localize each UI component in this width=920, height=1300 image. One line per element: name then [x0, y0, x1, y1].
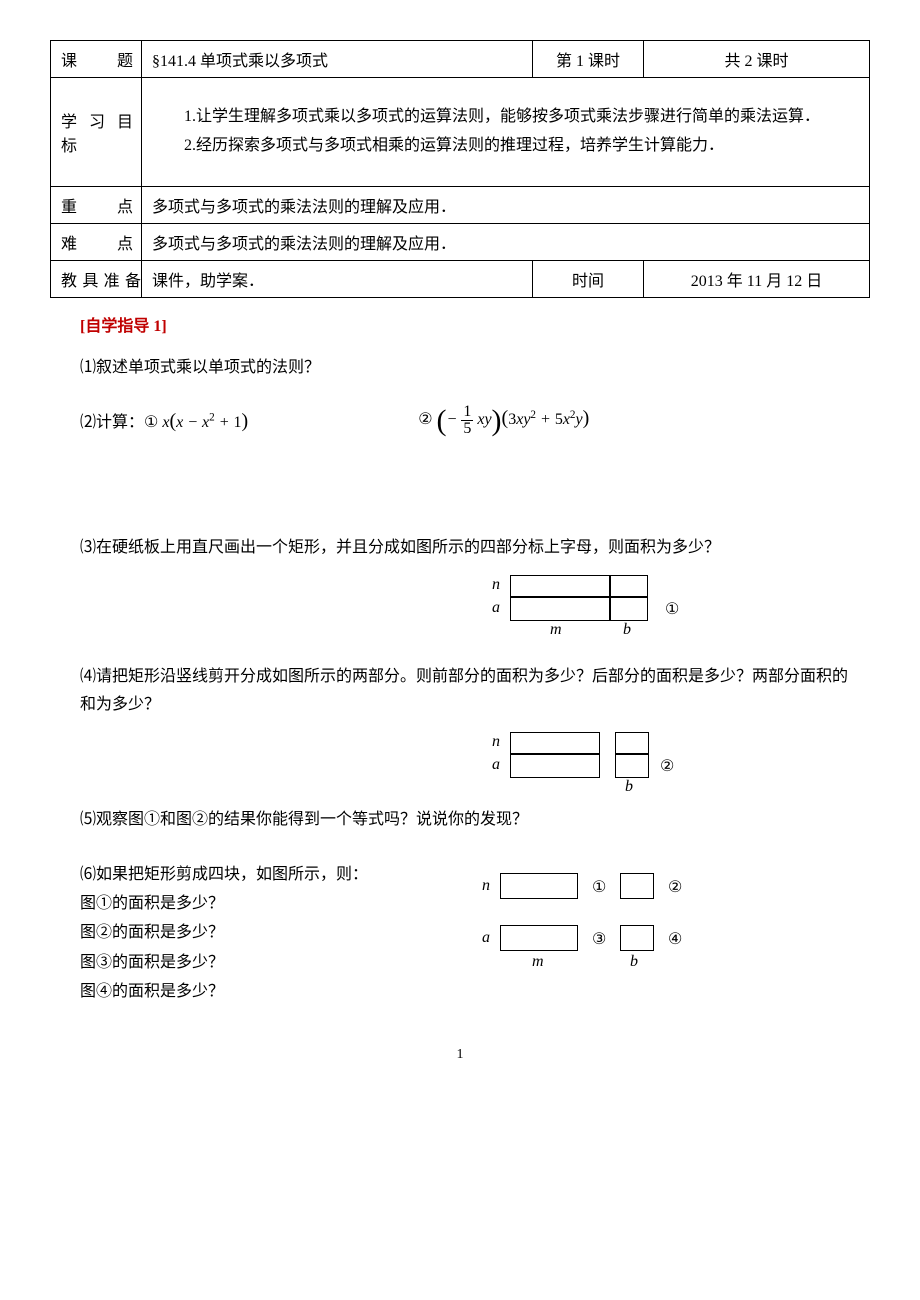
cell-topic-label: 课题: [51, 41, 142, 78]
question-5: ⑸观察图①和图②的结果你能得到一个等式吗？说说你的发现？: [80, 806, 850, 833]
diagram-2-wrap: n a b ②: [510, 732, 850, 778]
q2-label: ⑵计算：: [80, 414, 144, 431]
d3-label-a: a: [482, 929, 490, 947]
d2-circ-2: ②: [660, 756, 674, 776]
diagram-1-wrap: n a m b ①: [510, 575, 850, 621]
cell-period: 第 1 课时: [533, 41, 644, 78]
question-6-head: ⑹如果把矩形剪成四块，如图所示，则：: [80, 861, 440, 888]
cell-time-label: 时间: [533, 261, 644, 298]
question-4: ⑷请把矩形沿竖线剪开分成如图所示的两部分。则前部分的面积为多少？后部分的面积是多…: [80, 663, 850, 717]
d2-label-n: n: [492, 733, 500, 751]
question-6-l2: 图②的面积是多少？: [80, 919, 440, 946]
section-title: [自学指导 1]: [80, 312, 870, 336]
question-6-l4: 图④的面积是多少？: [80, 978, 440, 1005]
cell-time-value: 2013 年 11 月 12 日: [644, 261, 870, 298]
content-body: ⑴叙述单项式乘以单项式的法则？ ⑵计算：① x(x − x2 + 1) ② (−…: [80, 354, 850, 1007]
cell-difficulty-label: 难点: [51, 224, 142, 261]
diagram-3: n a m b ① ② ③ ④: [500, 873, 730, 973]
d3-circ-3: ③: [592, 929, 606, 949]
question-6-l3: 图③的面积是多少？: [80, 949, 440, 976]
q2-num2: ②: [418, 406, 432, 433]
d3-label-b: b: [630, 953, 638, 971]
q2-num1: ①: [144, 409, 158, 436]
cell-materials-label: 教具准备: [51, 261, 142, 298]
d3-label-n: n: [482, 877, 490, 895]
cell-keypoint-text: 多项式与多项式的乘法法则的理解及应用．: [142, 187, 870, 224]
d2-label-a: a: [492, 756, 500, 774]
d3-circ-1: ①: [592, 877, 606, 897]
cell-objective-text: 1.让学生理解多项式乘以多项式的运算法则，能够按多项式乘法步骤进行简单的乘法运算…: [142, 78, 870, 187]
cell-objective-label: 学习目标: [51, 78, 142, 187]
cell-topic-title: §141.4 单项式乘以多项式: [142, 41, 533, 78]
d3-label-m: m: [532, 953, 544, 971]
question-2: ⑵计算：① x(x − x2 + 1) ② (− 15 xy)(3xy2 + 5…: [80, 395, 850, 446]
question-3: ⑶在硬纸板上用直尺画出一个矩形，并且分成如图所示的四部分标上字母，则面积为多少？: [80, 534, 850, 561]
d1-circ-1: ①: [665, 599, 679, 619]
lesson-header-table: 课题 §141.4 单项式乘以多项式 第 1 课时 共 2 课时 学习目标 1.…: [50, 40, 870, 298]
question-1: ⑴叙述单项式乘以单项式的法则？: [80, 354, 850, 381]
question-6-row: ⑹如果把矩形剪成四块，如图所示，则： 图①的面积是多少？ 图②的面积是多少？ 图…: [80, 847, 850, 1007]
cell-keypoint-label: 重点: [51, 187, 142, 224]
cell-total: 共 2 课时: [644, 41, 870, 78]
question-6-l1: 图①的面积是多少？: [80, 890, 440, 917]
d1-label-n: n: [492, 576, 500, 594]
d2-label-b: b: [625, 778, 633, 796]
cell-difficulty-text: 多项式与多项式的乘法法则的理解及应用．: [142, 224, 870, 261]
d1-label-b: b: [623, 621, 631, 639]
d1-label-a: a: [492, 599, 500, 617]
d3-circ-4: ④: [668, 929, 682, 949]
d3-circ-2: ②: [668, 877, 682, 897]
d1-label-m: m: [550, 621, 562, 639]
page-number: 1: [50, 1047, 870, 1063]
cell-materials-text: 课件，助学案．: [142, 261, 533, 298]
